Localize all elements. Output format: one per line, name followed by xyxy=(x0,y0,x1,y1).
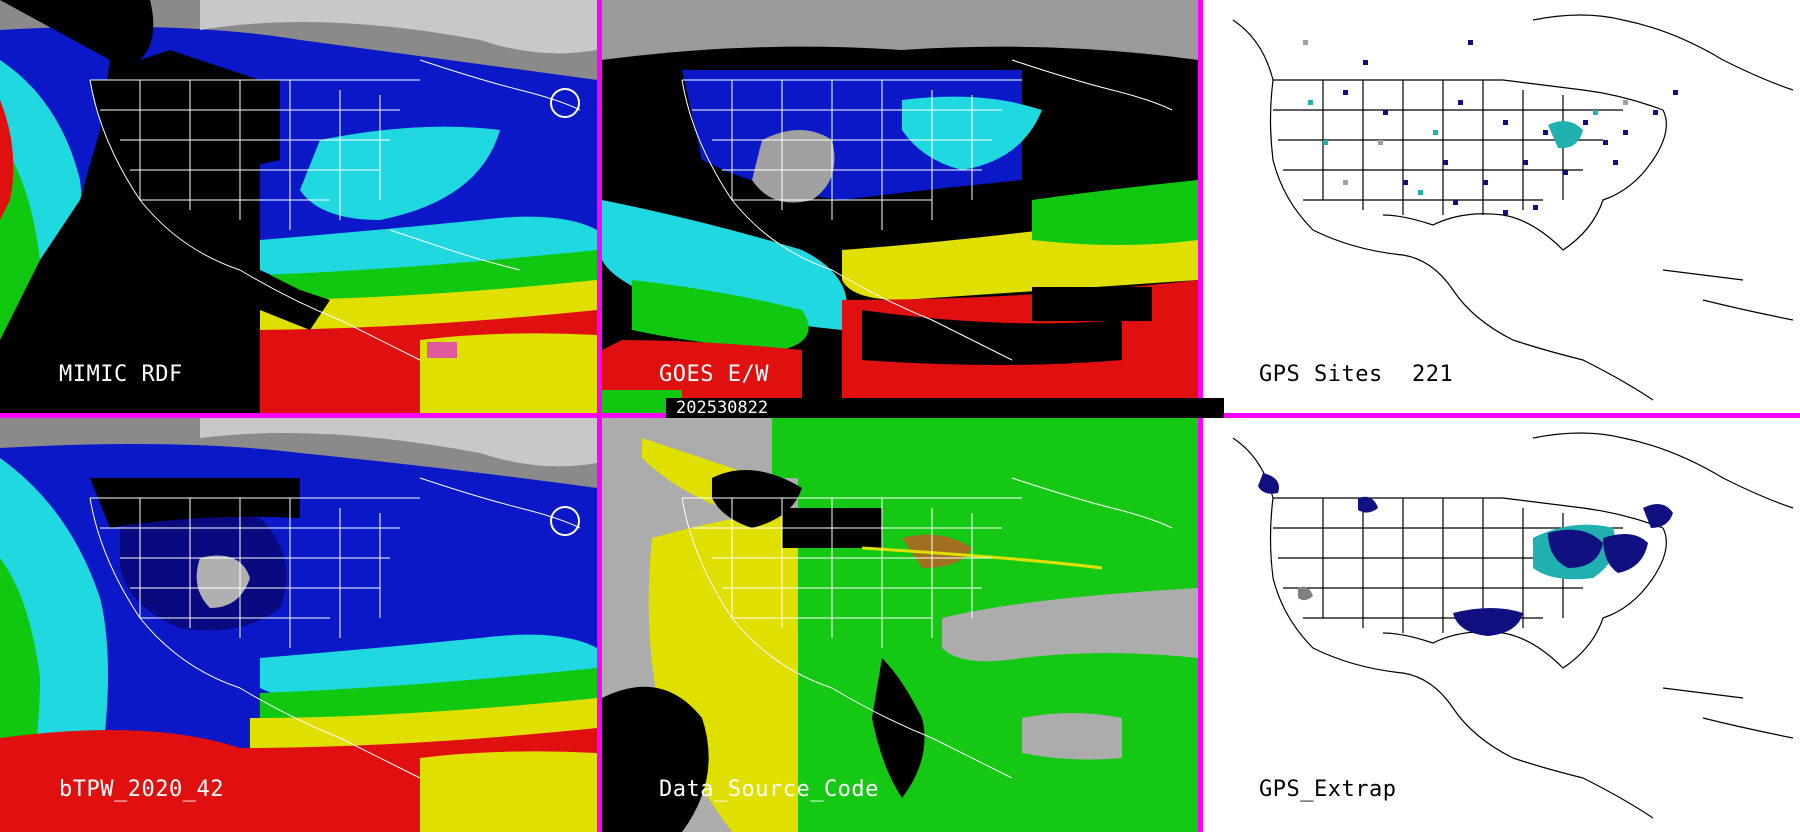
mimic-rdf-map xyxy=(0,0,597,413)
gps-extrap-map xyxy=(1232,432,1794,819)
timestamp-bar: 202530822 xyxy=(666,398,1224,418)
gps-sites-count: 221 xyxy=(1412,362,1454,387)
gps-sites-map xyxy=(1232,14,1794,401)
data-source-label: Data_Source_Code xyxy=(659,777,879,802)
gps-sites-label: GPS Sites xyxy=(1259,362,1383,387)
mimic-rdf-label: MIMIC RDF xyxy=(59,362,183,387)
goes-ew-map xyxy=(602,0,1198,413)
panel-data-source: Data_Source_Code xyxy=(602,418,1198,832)
goes-ew-label: GOES E/W xyxy=(659,362,769,387)
panel-gps-sites: GPS Sites 221 xyxy=(1203,0,1800,413)
panel-btpw: bTPW_2020_42 xyxy=(0,418,597,832)
data-source-map xyxy=(602,418,1198,832)
btpw-map xyxy=(0,418,597,832)
panel-gps-extrap: GPS_Extrap xyxy=(1203,418,1800,832)
btpw-label: bTPW_2020_42 xyxy=(59,777,224,802)
panel-goes-ew: GOES E/W xyxy=(602,0,1198,413)
panel-mimic-rdf: MIMIC RDF xyxy=(0,0,597,413)
gps-extrap-label: GPS_Extrap xyxy=(1259,777,1397,802)
